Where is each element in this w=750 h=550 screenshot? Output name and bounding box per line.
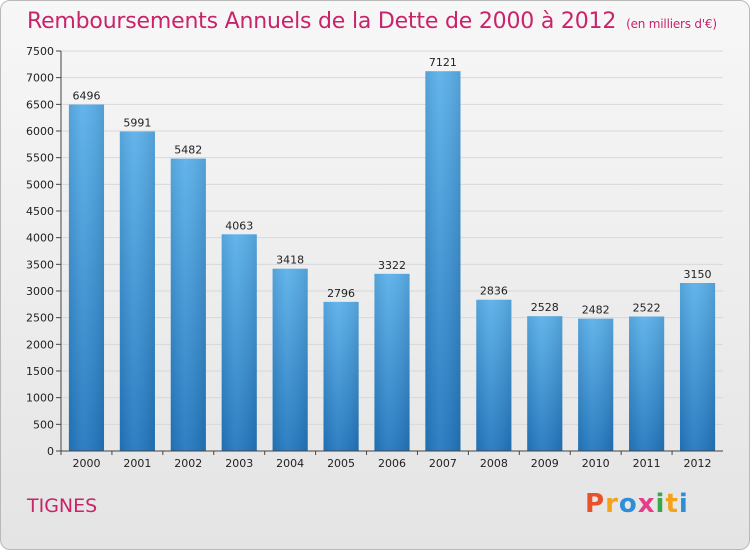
bar-shade xyxy=(578,318,614,451)
x-tick-label: 2001 xyxy=(123,457,151,470)
bar-value-label: 2482 xyxy=(582,304,610,317)
bar-shade xyxy=(476,299,512,451)
x-tick-label: 2009 xyxy=(531,457,559,470)
logo-letter: i xyxy=(678,489,689,519)
bar-shade xyxy=(629,316,665,451)
y-tick-label: 7500 xyxy=(26,45,54,58)
bar-value-label: 3150 xyxy=(684,268,712,281)
y-tick-label: 7000 xyxy=(26,72,54,85)
y-tick-label: 5000 xyxy=(26,178,54,191)
bar-value-label: 3322 xyxy=(378,259,406,272)
proxiti-logo[interactable]: Proxiti xyxy=(585,489,689,519)
bar-shade xyxy=(272,268,308,451)
logo-letter: r xyxy=(605,489,619,519)
y-tick-label: 3000 xyxy=(26,285,54,298)
x-tick-label: 2011 xyxy=(633,457,661,470)
x-axis: 2000 2001 2002 2003 2004 2005 2006 2007 2008 2009… xyxy=(60,450,723,470)
y-tick-label: 5500 xyxy=(26,152,54,165)
logo-letter: i xyxy=(655,489,666,519)
bar-value-label: 3418 xyxy=(276,254,304,267)
bar-shade xyxy=(170,158,206,452)
y-axis: 0 500 1000 1500 2000 2500 3000 3500 4000 4500 5000… xyxy=(26,45,62,458)
bar-shade xyxy=(425,71,461,452)
logo-letter: x xyxy=(637,489,656,519)
y-tick-label: 500 xyxy=(33,418,54,431)
y-tick-label: 6000 xyxy=(26,125,54,138)
chart-subtitle: (en milliers d'€) xyxy=(626,17,717,31)
bar-shade xyxy=(221,234,257,451)
bar-value-label: 2528 xyxy=(531,301,559,314)
y-tick-label: 2000 xyxy=(26,338,54,351)
logo-letter: o xyxy=(618,489,638,519)
bar-shade xyxy=(323,301,359,451)
bars: 6496 5991 5482 4063 3418 2796 3322 7121 2836 2528… xyxy=(68,56,716,452)
city-name: TIGNES xyxy=(27,495,98,517)
bar-value-label: 6496 xyxy=(72,90,100,103)
x-tick-label: 2004 xyxy=(276,457,304,470)
logo-letter: t xyxy=(665,489,679,519)
x-tick-label: 2000 xyxy=(72,457,100,470)
y-tick-label: 4000 xyxy=(26,232,54,245)
chart-title-text: Remboursements Annuels de la Dette de 20… xyxy=(27,9,617,34)
bar-shade xyxy=(374,273,410,451)
x-tick-label: 2005 xyxy=(327,457,355,470)
logo-letter: P xyxy=(585,489,606,519)
bar-value-label: 5482 xyxy=(174,144,202,157)
x-tick-label: 2006 xyxy=(378,457,406,470)
bar-value-label: 2836 xyxy=(480,285,508,298)
x-tick-label: 2012 xyxy=(684,457,712,470)
bar-shade xyxy=(68,104,105,452)
x-tick-label: 2007 xyxy=(429,457,457,470)
x-tick-label: 2010 xyxy=(582,457,610,470)
y-tick-label: 4500 xyxy=(26,205,54,218)
y-tick-label: 0 xyxy=(47,445,54,458)
x-tick-label: 2008 xyxy=(480,457,508,470)
x-tick-label: 2003 xyxy=(225,457,253,470)
bar-value-label: 5991 xyxy=(123,116,151,129)
bar-value-label: 2522 xyxy=(633,301,661,314)
bar-shade xyxy=(679,283,716,451)
y-tick-label: 2500 xyxy=(26,312,54,325)
chart-title: Remboursements Annuels de la Dette de 20… xyxy=(27,9,717,34)
bar-value-label: 2796 xyxy=(327,287,355,300)
x-tick-label: 2002 xyxy=(174,457,202,470)
bar-value-label: 4063 xyxy=(225,219,253,232)
y-tick-label: 1000 xyxy=(26,392,54,405)
bar-shade xyxy=(527,316,563,451)
bar-value-label: 7121 xyxy=(429,56,457,69)
y-tick-label: 6500 xyxy=(26,98,54,111)
bar-shade xyxy=(119,131,155,452)
y-tick-label: 3500 xyxy=(26,258,54,271)
y-tick-label: 1500 xyxy=(26,365,54,378)
